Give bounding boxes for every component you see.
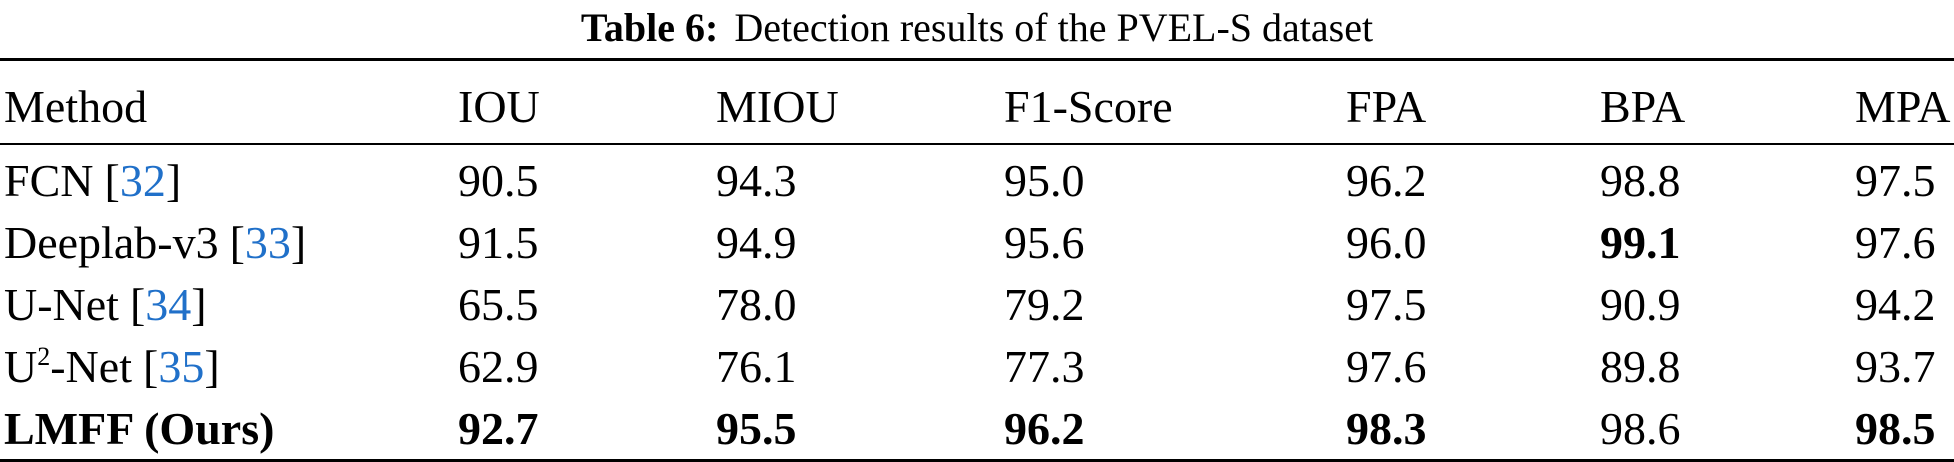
fpa-value: 97.6 [1346,340,1427,392]
citation: [32] [104,155,181,206]
f1score-value: 95.6 [1004,216,1085,268]
citation-link[interactable]: 32 [119,154,166,206]
caption-text: Detection results of the PVEL-S dataset [734,5,1374,50]
method-cell: LMFF (Ours) [0,397,458,461]
citation-bracket-open: [ [142,340,159,392]
citation-bracket-open: [ [129,278,146,330]
bpa-value: 89.8 [1600,340,1681,392]
citation-link[interactable]: 33 [244,216,291,268]
f1score-value: 79.2 [1004,278,1085,330]
miou-value: 94.3 [716,154,797,206]
method-name-superscript: 2 [37,341,51,371]
col-header-f1score: F1-Score [1004,59,1346,145]
fpa-value-best: 98.3 [1346,402,1427,454]
citation-bracket-close: ] [165,154,182,206]
method-name: LMFF (Ours) [4,402,275,454]
citation: [34] [130,279,207,330]
f1score-value-best: 96.2 [1004,402,1085,454]
table-row: U-Net [34] 65.5 78.0 79.2 97.5 90.9 94.2 [0,273,1954,335]
col-header-bpa: BPA [1600,59,1855,145]
method-cell: Deeplab-v3 [33] [0,211,458,273]
method-cell: FCN [32] [0,144,458,211]
citation-bracket-close: ] [204,340,220,392]
col-header-miou: MIOU [716,59,1004,145]
iou-value: 91.5 [458,216,539,268]
table-row: U2-Net [35] 62.9 76.1 77.3 97.6 89.8 93.7 [0,335,1954,397]
method-name-suffix: -Net [50,340,132,392]
method-name: FCN [4,154,94,206]
bpa-value: 90.9 [1600,278,1681,330]
col-header-mpa: MPA [1855,59,1954,145]
mpa-value: 93.7 [1855,340,1936,392]
mpa-value: 97.6 [1855,216,1936,268]
results-table: Method IOU MIOU F1-Score FPA BPA MPA FCN… [0,58,1954,462]
mpa-value-best: 98.5 [1855,402,1936,454]
citation-link[interactable]: 35 [158,340,205,392]
fpa-value: 96.2 [1346,154,1427,206]
iou-value: 62.9 [458,340,539,392]
method-cell: U-Net [34] [0,273,458,335]
method-name: Deeplab-v3 [4,216,219,268]
caption-label: Table 6: [580,5,719,50]
fpa-value: 96.0 [1346,216,1427,268]
table-row: FCN [32] 90.5 94.3 95.0 96.2 98.8 97.5 [0,144,1954,211]
miou-value: 76.1 [716,340,797,392]
method-name: U-Net [4,278,119,330]
mpa-value: 94.2 [1855,278,1936,330]
iou-value-best: 92.7 [458,402,539,454]
method-name: U [4,340,38,392]
table-row-ours: LMFF (Ours) 92.7 95.5 96.2 98.3 98.6 98.… [0,397,1954,461]
citation: [35] [143,341,220,392]
citation-bracket-close: ] [191,278,207,330]
col-header-method: Method [0,59,458,145]
table-row: Deeplab-v3 [33] 91.5 94.9 95.6 96.0 99.1 … [0,211,1954,273]
f1score-value: 77.3 [1004,340,1085,392]
method-cell: U2-Net [35] [0,335,458,397]
citation: [33] [230,217,307,268]
col-header-iou: IOU [458,59,716,145]
iou-value: 65.5 [458,278,539,330]
bpa-value-best: 99.1 [1600,216,1681,268]
citation-bracket-close: ] [290,216,307,268]
miou-value: 94.9 [716,216,797,268]
miou-value: 78.0 [716,278,797,330]
citation-bracket-open: [ [229,216,245,268]
citation-link[interactable]: 34 [145,278,192,330]
bpa-value: 98.6 [1600,402,1681,454]
bpa-value: 98.8 [1600,154,1681,206]
f1score-value: 95.0 [1004,154,1085,206]
miou-value-best: 95.5 [716,402,797,454]
iou-value: 90.5 [458,154,539,206]
fpa-value: 97.5 [1346,278,1427,330]
header-row: Method IOU MIOU F1-Score FPA BPA MPA [0,59,1954,145]
table-caption: Table 6: Detection results of the PVEL-S … [0,0,1954,58]
citation-bracket-open: [ [104,154,120,206]
col-header-fpa: FPA [1346,59,1600,145]
mpa-value: 97.5 [1855,154,1936,206]
